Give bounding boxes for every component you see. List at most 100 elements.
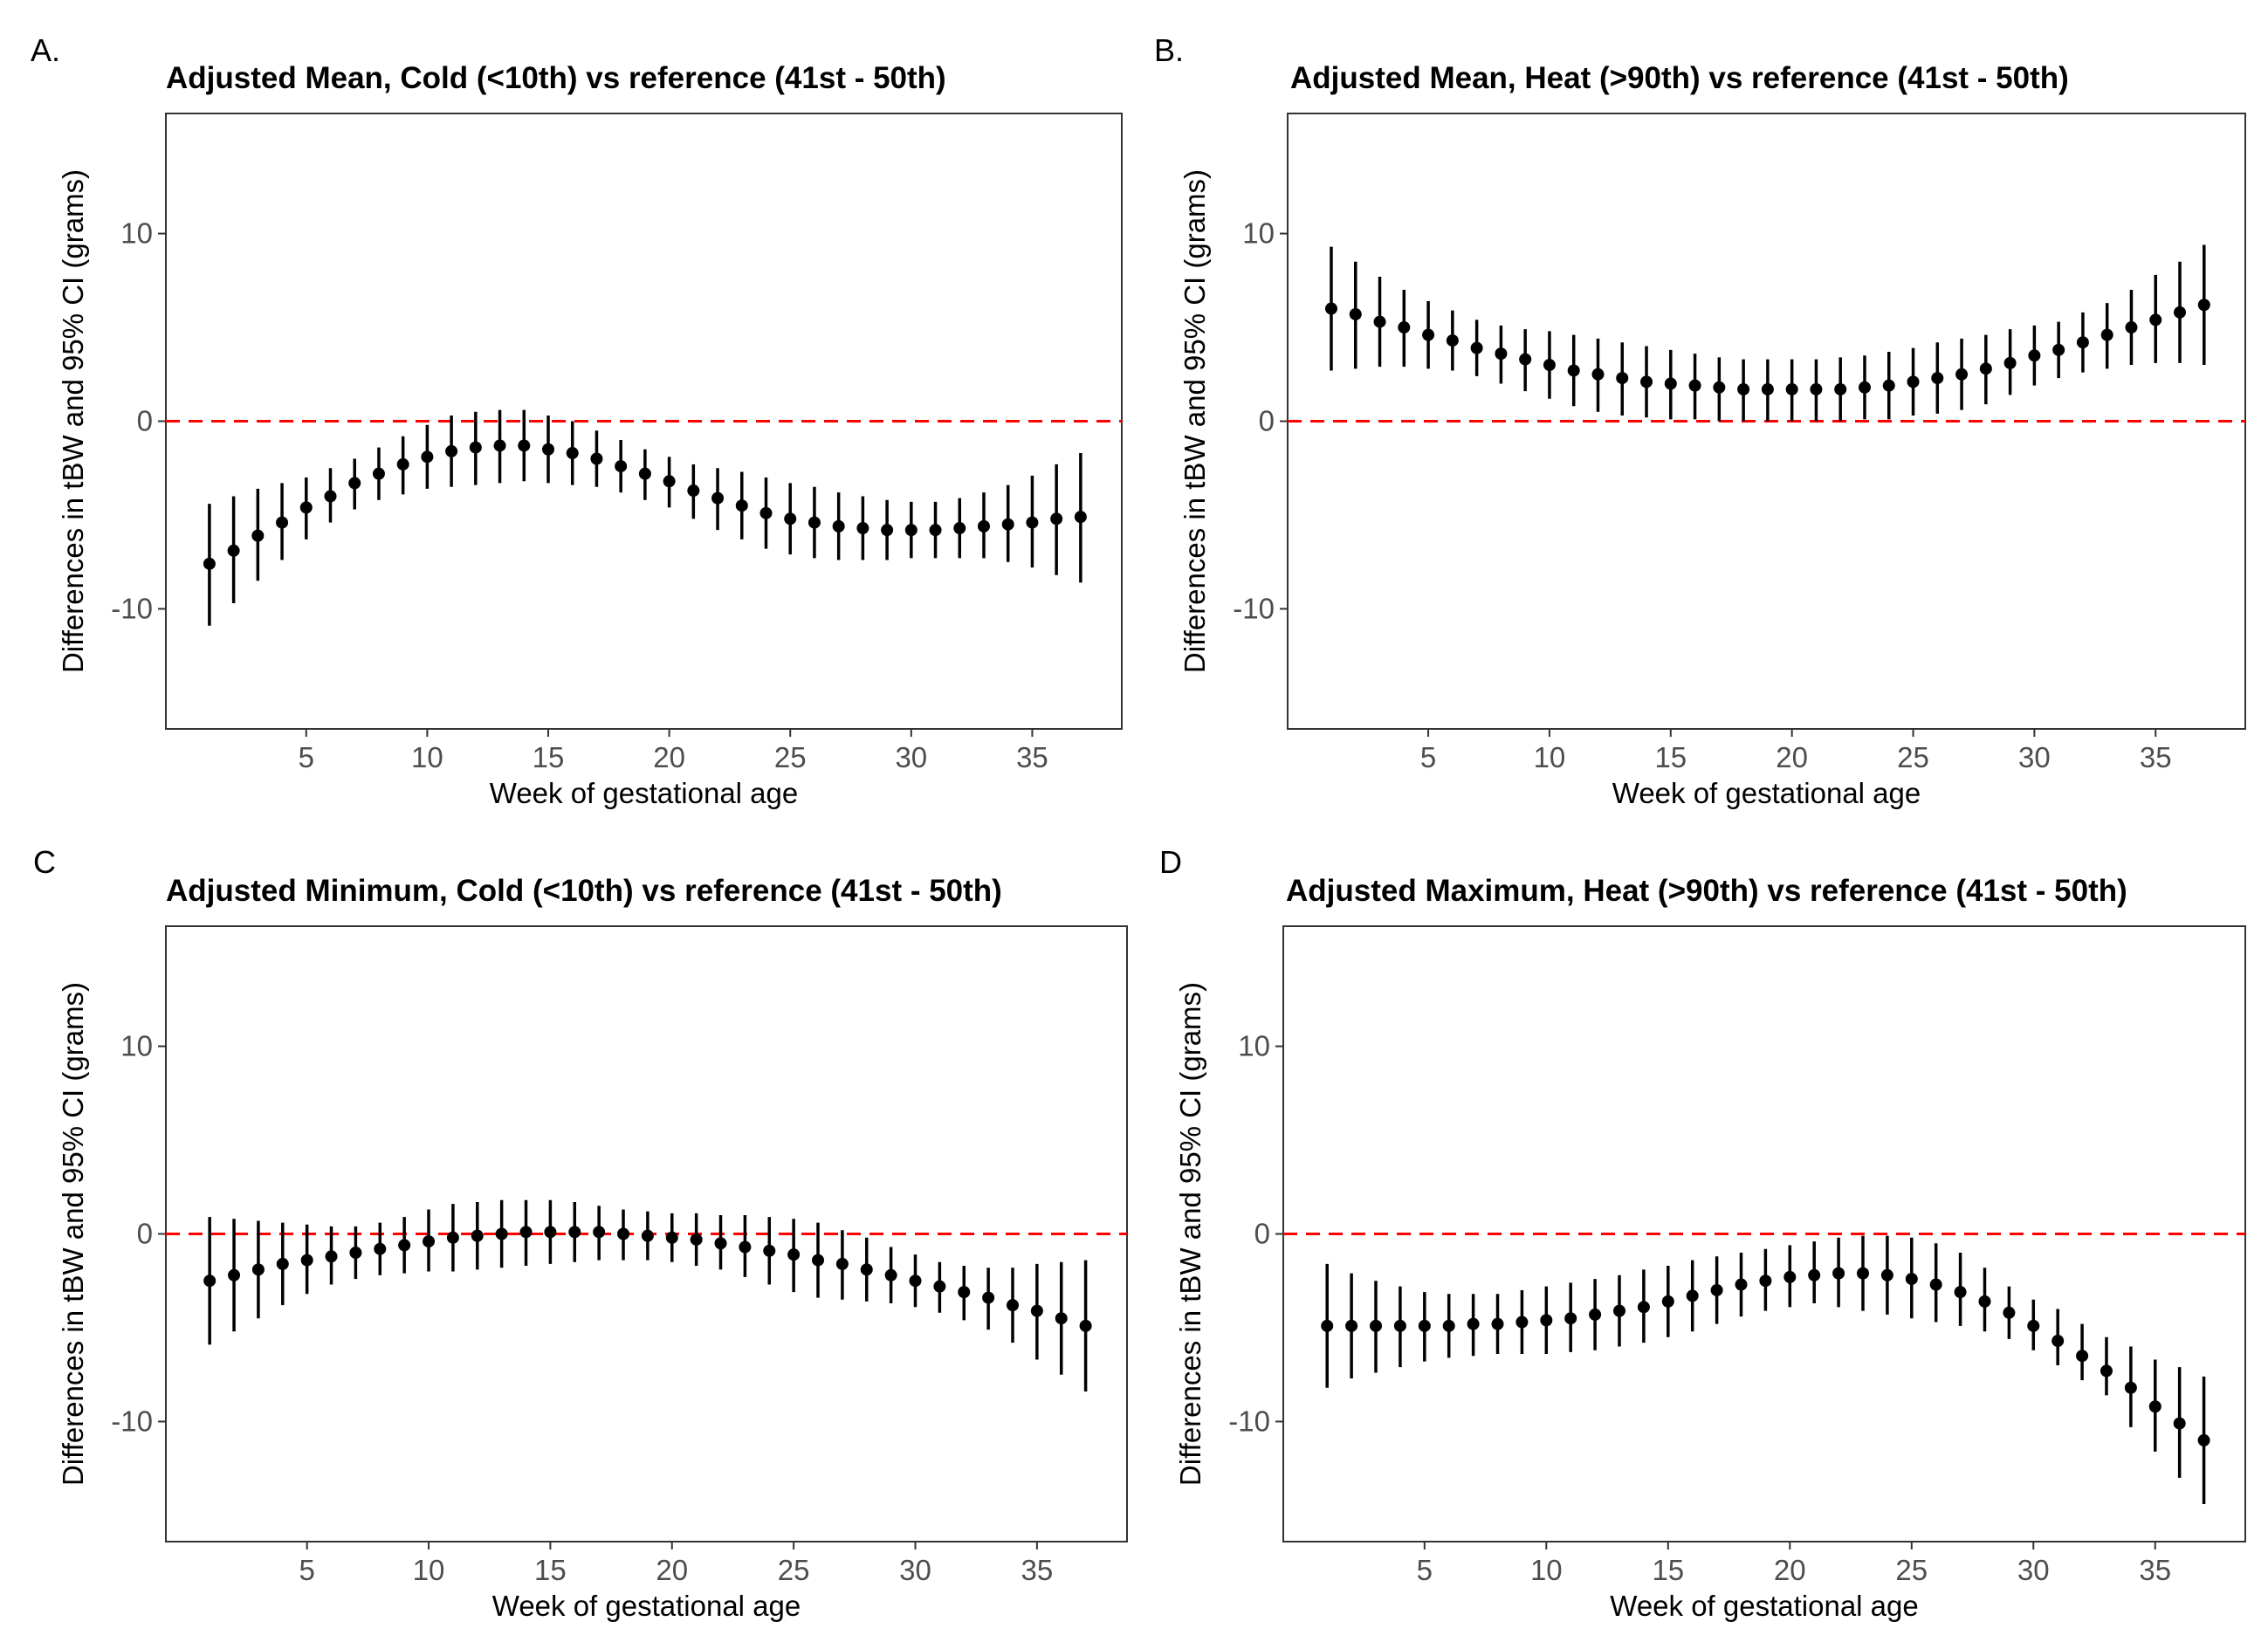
data-point (1495, 347, 1508, 361)
data-point (638, 467, 651, 480)
data-point (735, 499, 748, 512)
panel-letter: B. (1154, 32, 1184, 68)
data-point (1515, 1316, 1529, 1329)
y-axis-label: Differences in tBW and 95% CI (grams) (57, 982, 89, 1486)
data-point (1905, 1273, 1918, 1286)
data-point (374, 1242, 387, 1255)
data-point (1470, 341, 1483, 354)
data-point (1591, 368, 1605, 381)
data-point (398, 1239, 411, 1252)
data-point (2076, 1350, 2089, 1363)
data-point (2148, 1400, 2161, 1413)
x-tick-label: 35 (1016, 741, 1048, 773)
data-point (2027, 1319, 2040, 1332)
y-tick-label: -10 (1228, 1405, 1270, 1437)
data-point (203, 557, 216, 570)
data-point (687, 484, 700, 498)
data-point (958, 1286, 971, 1299)
data-point (1783, 1270, 1797, 1283)
data-point (299, 501, 313, 514)
panel-letter: C (33, 844, 56, 880)
data-point (2003, 1306, 2016, 1319)
data-point (1858, 381, 1871, 394)
data-point (2028, 349, 2041, 362)
data-point (787, 1248, 801, 1261)
x-tick-label: 30 (2017, 1554, 2050, 1586)
data-point (2174, 306, 2187, 319)
x-tick-label: 20 (656, 1554, 688, 1586)
data-point (1785, 382, 1798, 395)
data-point (325, 1250, 338, 1263)
y-tick-label: 0 (1254, 1218, 1270, 1250)
data-point (1856, 1267, 1869, 1280)
data-point (1978, 1295, 1991, 1308)
x-axis-label: Week of gestational age (1612, 777, 1921, 809)
data-point (542, 443, 554, 456)
data-point (1664, 377, 1677, 390)
data-point (2052, 343, 2065, 356)
data-point (1564, 1312, 1577, 1325)
data-point (1345, 1319, 1358, 1332)
y-tick-label: 0 (137, 1218, 153, 1250)
data-point (617, 1227, 630, 1240)
data-point (495, 1227, 508, 1240)
data-point (1686, 1289, 1699, 1302)
data-point (881, 524, 894, 537)
data-point (1418, 1319, 1431, 1332)
data-point (396, 457, 409, 471)
data-point (1567, 364, 1580, 377)
data-point (445, 444, 458, 457)
data-point (469, 441, 482, 454)
data-point (1688, 379, 1701, 392)
data-point (228, 1268, 241, 1281)
data-point (2149, 313, 2162, 326)
y-axis-label: Differences in tBW and 95% CI (grams) (1174, 982, 1206, 1486)
data-point (615, 460, 628, 473)
data-point (909, 1275, 922, 1288)
data-point (1735, 1278, 1748, 1291)
data-point (665, 1231, 678, 1244)
x-tick-label: 20 (653, 741, 685, 773)
data-point (1880, 1268, 1893, 1281)
data-point (349, 1246, 362, 1259)
data-point (1882, 379, 1895, 392)
x-tick-label: 15 (1652, 1554, 1684, 1586)
y-axis-label: Differences in tBW and 95% CI (grams) (1179, 169, 1211, 673)
data-point (739, 1240, 752, 1254)
data-point (1349, 307, 1362, 320)
data-point (690, 1233, 703, 1246)
data-point (860, 1263, 873, 1276)
data-point (1006, 1299, 1019, 1312)
y-tick-label: 10 (1242, 217, 1275, 250)
y-axis-label: Differences in tBW and 95% CI (grams) (57, 169, 89, 673)
data-point (1373, 315, 1386, 328)
data-point (832, 519, 845, 532)
data-point (1442, 1319, 1455, 1332)
y-tick-label: 0 (137, 405, 153, 437)
x-tick-label: 5 (299, 1554, 314, 1586)
data-point (1616, 372, 1629, 385)
data-point (982, 1291, 995, 1304)
data-point (884, 1268, 897, 1281)
y-tick-label: -10 (1233, 592, 1275, 624)
data-point (1543, 359, 1556, 372)
data-point (1907, 375, 1920, 388)
data-point (421, 450, 434, 464)
data-point (446, 1231, 459, 1244)
data-point (929, 524, 942, 537)
data-point (1640, 375, 1653, 388)
data-point (784, 512, 797, 526)
data-point (2124, 1381, 2137, 1394)
data-point (1026, 516, 1039, 529)
data-point (1079, 1319, 1092, 1332)
data-point (1810, 382, 1823, 395)
data-point (1931, 372, 1944, 385)
data-point (1398, 321, 1411, 334)
data-point (1834, 382, 1847, 395)
data-point (711, 491, 725, 505)
data-point (1637, 1301, 1650, 1314)
panel-2: B. Adjusted Mean, Heat (>90th) vs referen… (1154, 32, 2246, 809)
data-point (1324, 302, 1337, 315)
